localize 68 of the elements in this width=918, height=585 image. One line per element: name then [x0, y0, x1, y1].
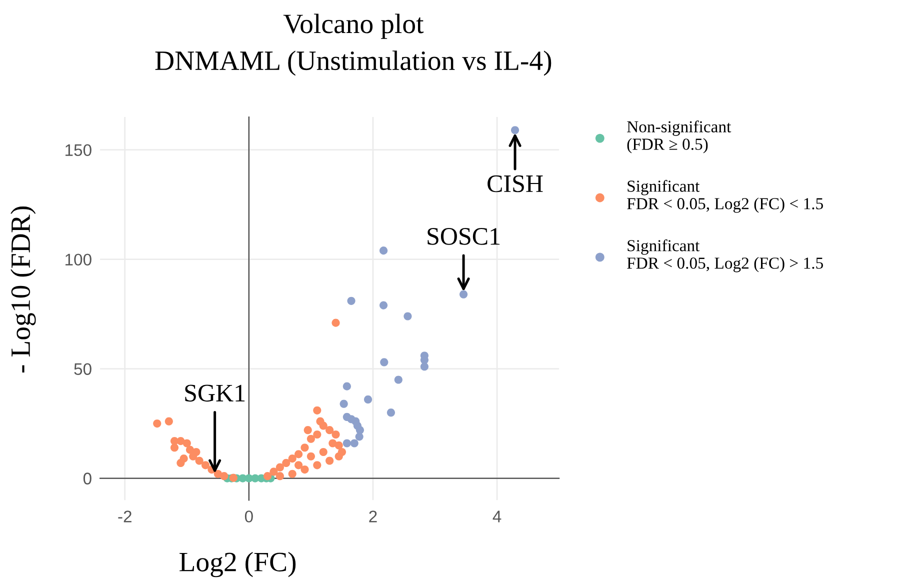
- point: [282, 458, 290, 467]
- point: [326, 456, 334, 465]
- point: [164, 417, 173, 426]
- point: [276, 463, 284, 472]
- x-tick-label: -2: [118, 510, 132, 522]
- point: [380, 358, 388, 366]
- y-tick-label: 0: [83, 472, 92, 484]
- point: [195, 456, 204, 465]
- chart-subtitle: DNMAML (Unstimulation vs IL-4): [155, 50, 552, 76]
- point: [355, 432, 364, 441]
- point: [288, 454, 296, 463]
- point: [270, 468, 278, 476]
- point: [347, 296, 356, 305]
- annotation: SGK1: [185, 384, 245, 402]
- point: [332, 318, 340, 327]
- point: [332, 430, 340, 439]
- point: [459, 290, 468, 298]
- point: [404, 312, 412, 320]
- annotation: SOSC1: [428, 228, 500, 245]
- x-tick-label: 4: [492, 510, 502, 522]
- point: [153, 419, 162, 428]
- point: [306, 452, 316, 460]
- chart-title: Volcano plot: [283, 14, 424, 39]
- point: [313, 461, 322, 470]
- point: [386, 408, 396, 417]
- legend-label: Significant FDR < 0.05, Log2 (FC) < 1.5: [627, 180, 823, 213]
- point: [379, 246, 388, 255]
- point: [304, 426, 312, 434]
- y-axis-title: - Log10 (FDR): [10, 206, 36, 372]
- point: [356, 426, 364, 434]
- legend-label: Significant FDR < 0.05, Log2 (FC) > 1.5: [627, 239, 823, 272]
- x-tick-label: 0: [244, 510, 253, 522]
- point: [313, 406, 322, 414]
- point: [300, 465, 309, 474]
- point: [300, 444, 309, 452]
- point: [394, 376, 402, 384]
- point: [364, 395, 372, 404]
- x-tick-label: 2: [369, 510, 377, 522]
- point: [510, 126, 520, 134]
- point: [220, 472, 228, 480]
- point: [326, 426, 334, 434]
- y-tick-label: 100: [66, 254, 92, 266]
- point: [182, 439, 191, 448]
- point: [379, 301, 388, 310]
- point: [319, 448, 328, 456]
- point: [294, 450, 303, 458]
- point: [276, 472, 284, 480]
- legend-label: Non-significant (FDR ≥ 0.5): [627, 120, 732, 154]
- point: [342, 439, 351, 448]
- annotation: CISH: [488, 175, 543, 192]
- point: [306, 434, 316, 443]
- point: [313, 430, 322, 439]
- point: [189, 452, 198, 460]
- point: [176, 458, 185, 467]
- point: [170, 444, 179, 452]
- point: [420, 362, 429, 371]
- y-tick-label: 50: [74, 363, 92, 376]
- x-axis-title: Log2 (FC): [180, 552, 296, 578]
- point: [334, 452, 343, 460]
- point: [294, 461, 303, 470]
- point: [201, 461, 210, 470]
- point: [288, 470, 296, 478]
- point: [328, 439, 337, 448]
- point: [350, 439, 358, 448]
- point: [342, 382, 351, 390]
- y-tick-label: 150: [66, 144, 92, 156]
- point: [340, 400, 348, 408]
- point: [316, 417, 324, 426]
